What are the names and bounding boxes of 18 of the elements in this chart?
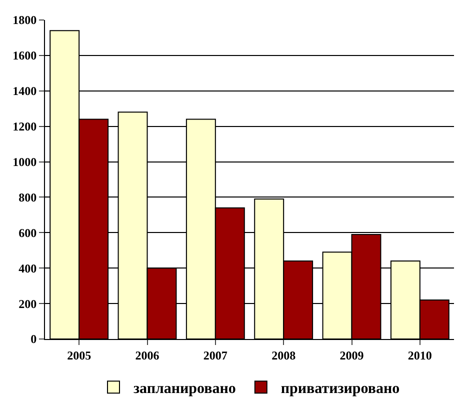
y-tick-label: 1600 — [12, 48, 37, 63]
x-tick-label: 2010 — [408, 348, 432, 362]
x-tick-label: 2005 — [67, 348, 92, 362]
y-tick-label: 200 — [18, 296, 37, 311]
y-tick-label: 1400 — [12, 84, 37, 98]
y-tick-label: 1200 — [12, 120, 37, 134]
x-tick-label: 2009 — [340, 348, 364, 362]
y-tick-label: 800 — [18, 190, 37, 204]
legend-label: запланировано — [134, 381, 236, 397]
y-tick-label: 600 — [18, 226, 37, 240]
y-tick-label: 1000 — [12, 154, 37, 169]
y-tick-label: 0 — [30, 332, 37, 346]
x-tick-label: 2008 — [272, 348, 296, 362]
x-tick-label: 2007 — [203, 348, 228, 362]
legend-label: приватизировано — [280, 381, 400, 397]
y-tick-label: 400 — [18, 261, 37, 276]
y-tick-label: 1800 — [12, 13, 37, 28]
x-tick-label: 2006 — [135, 348, 160, 362]
